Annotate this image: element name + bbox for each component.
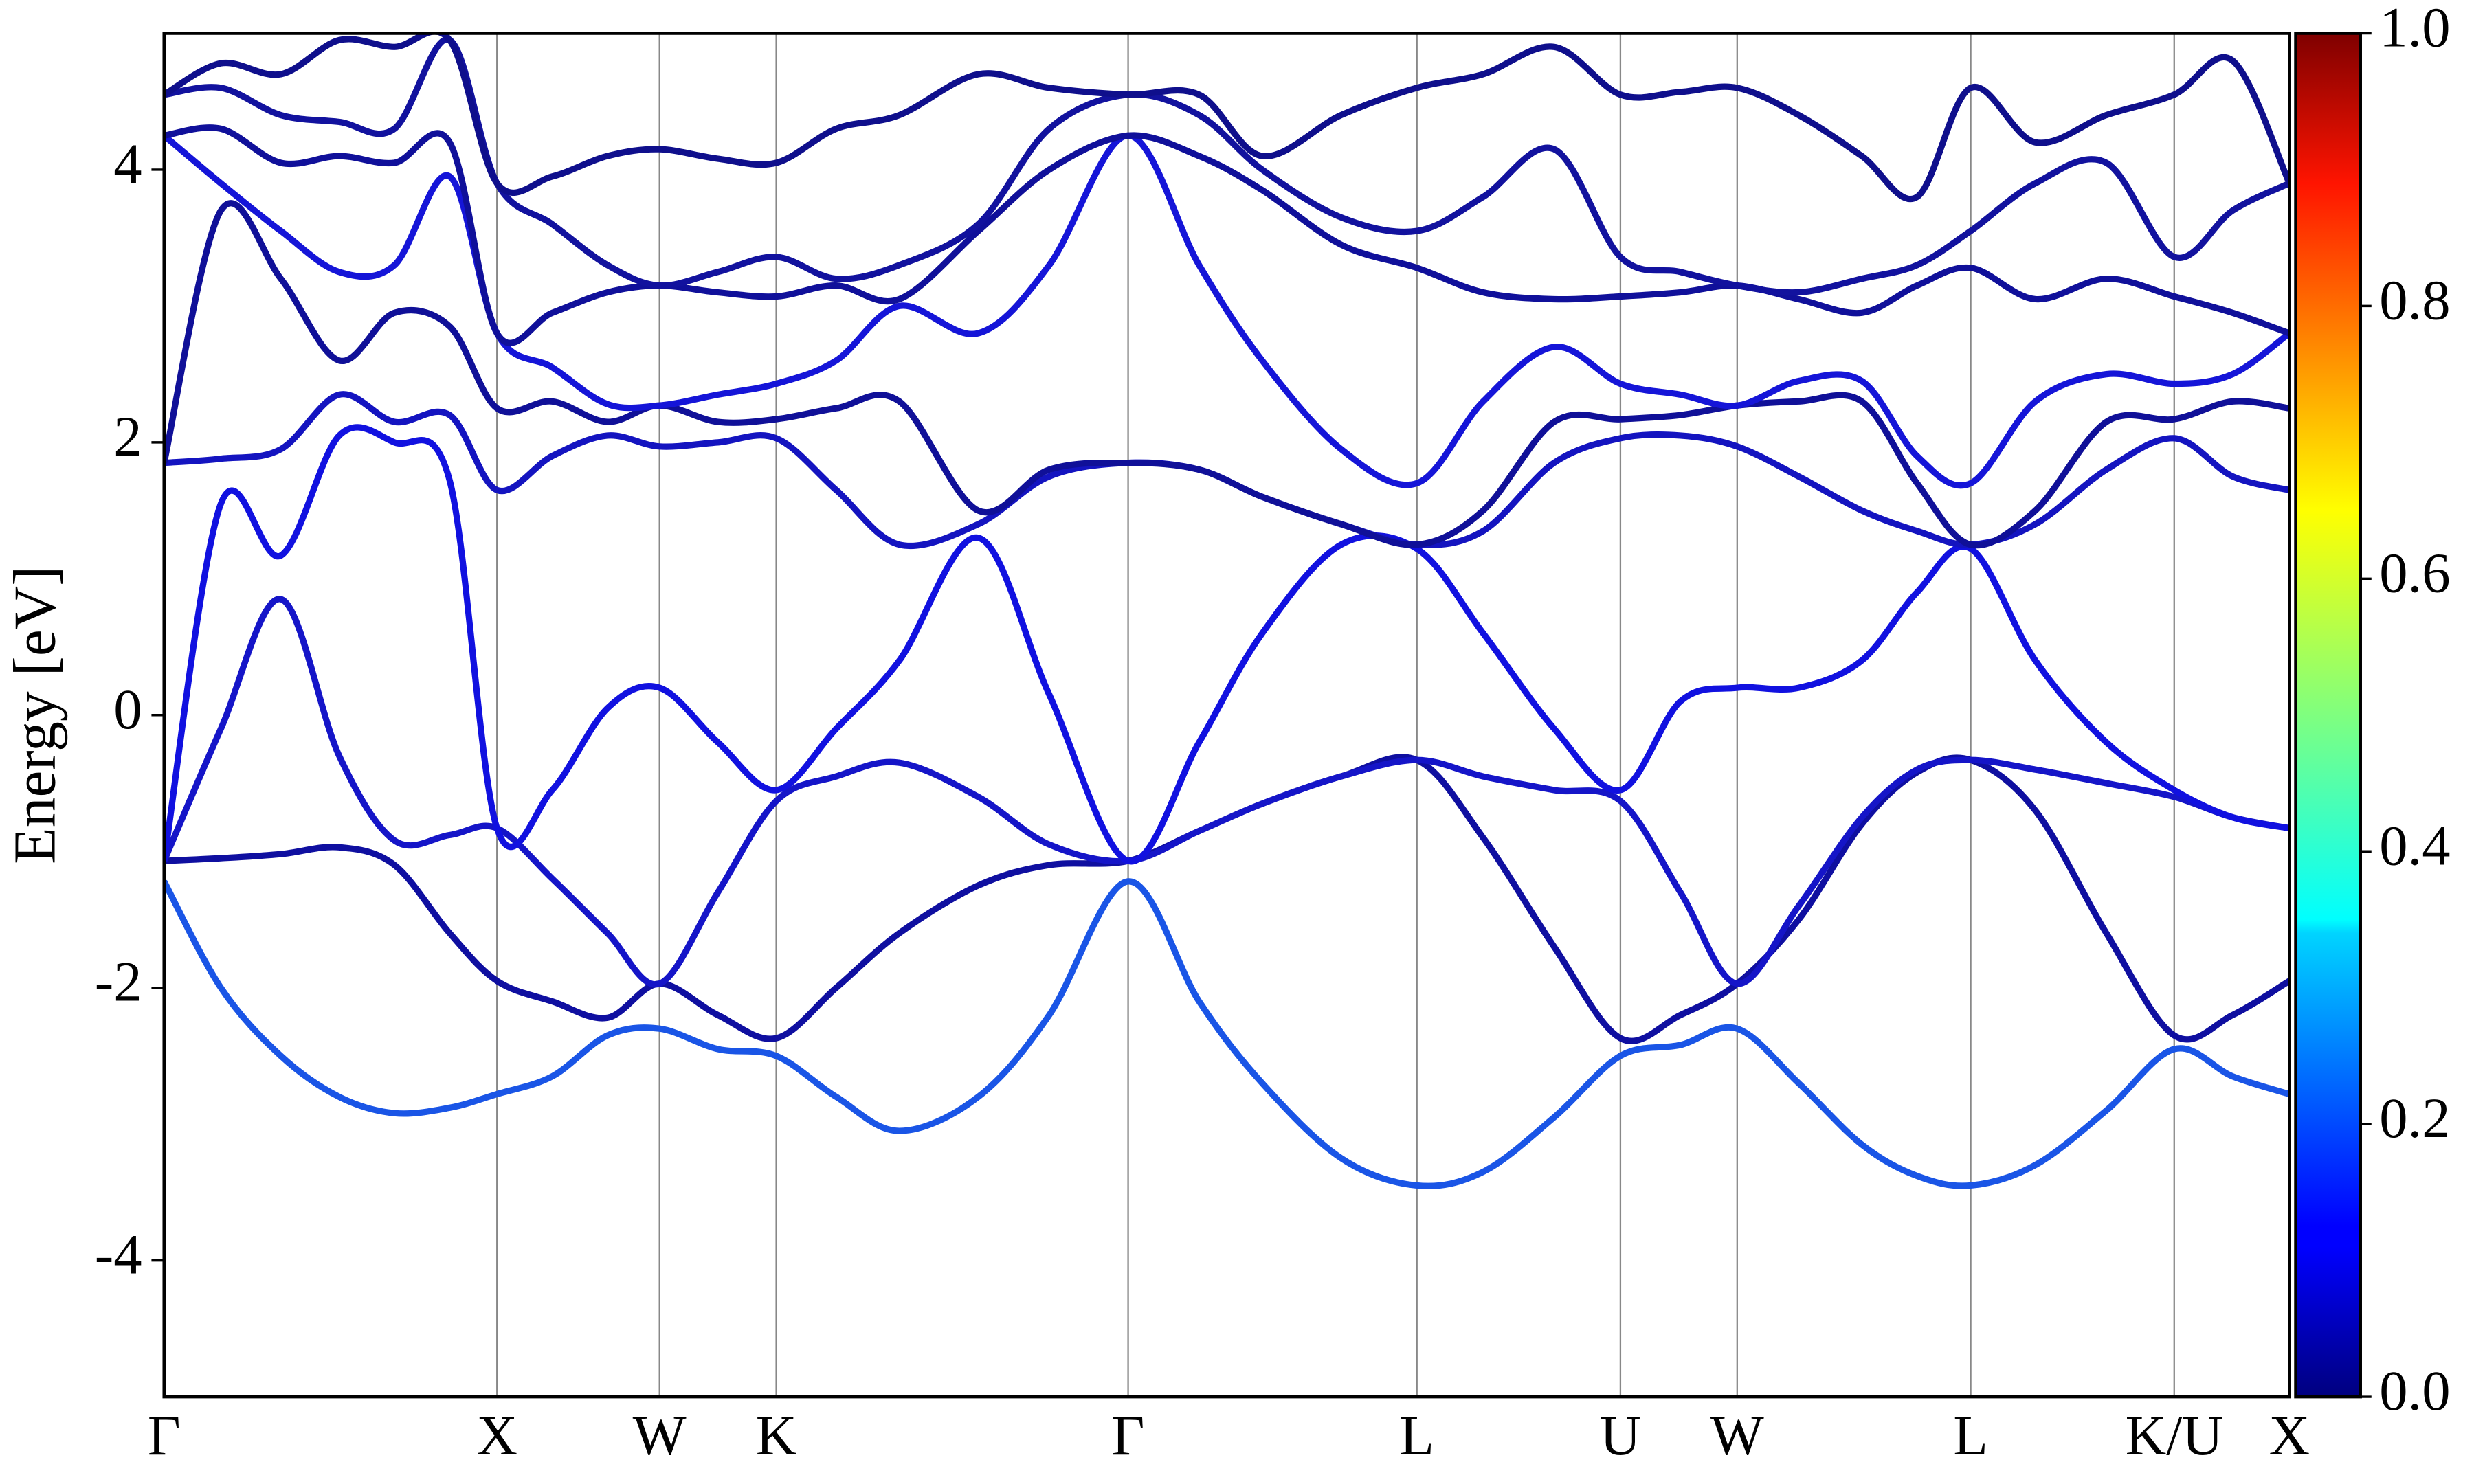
x-tick-label: Γ	[1112, 1404, 1145, 1467]
y-tick-label: 0	[113, 677, 142, 741]
x-tick-label: U	[1600, 1404, 1641, 1467]
x-tick-label: K/U	[2126, 1404, 2223, 1467]
axes: Γ X W K Γ L U W L K/U X -4 -2 0 2 4 0.0 0.2 0.4 0.6 0.8 1.0	[95, 0, 2451, 1467]
x-tick-label: W	[1710, 1404, 1765, 1467]
band-line	[164, 596, 2290, 988]
x-tick-label: Γ	[148, 1404, 181, 1467]
colorbar	[2294, 32, 2362, 1399]
band-line	[164, 124, 2290, 346]
y-tick-label: 2	[113, 405, 142, 468]
band-line	[164, 33, 2290, 202]
x-tick-label: X	[476, 1404, 517, 1467]
colorbar-tick-label: 0.6	[2379, 541, 2450, 604]
y-axis-label: Energy [eV]	[1, 566, 68, 864]
colorbar-tick-label: 0.4	[2379, 813, 2450, 877]
colorbar-tick-label: 0.2	[2379, 1086, 2450, 1149]
y-tick-label: -2	[95, 950, 142, 1013]
bands	[164, 33, 2290, 1189]
band-line	[164, 200, 2290, 549]
y-tick-label: -4	[95, 1222, 142, 1285]
y-tick-label: 4	[113, 132, 142, 195]
colorbar-tick-label: 0.0	[2379, 1359, 2450, 1422]
x-tick-label: X	[2269, 1404, 2310, 1467]
band-line	[164, 424, 2290, 865]
x-tick-label: K	[756, 1404, 797, 1467]
band-line	[164, 878, 2290, 1189]
colorbar-tick-label: 1.0	[2379, 0, 2450, 59]
x-tick-label: L	[1953, 1404, 1987, 1467]
x-tick-label: L	[1399, 1404, 1434, 1467]
colorbar-tick-label: 0.8	[2379, 268, 2450, 331]
grid	[163, 33, 2291, 1397]
x-tick-label: W	[633, 1404, 687, 1467]
